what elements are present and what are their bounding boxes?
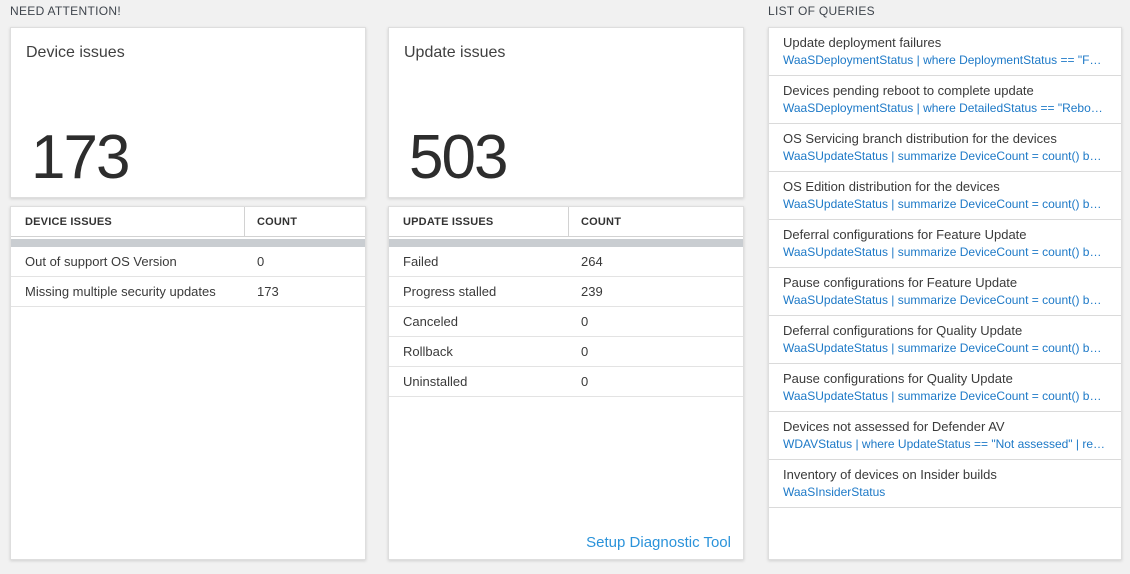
query-code: WDAVStatus | where UpdateStatus == "Not … (783, 437, 1107, 451)
horizontal-scrollbar[interactable] (11, 239, 365, 247)
device-issues-tile[interactable]: Device issues 173 (10, 27, 366, 198)
query-title: Pause configurations for Quality Update (783, 371, 1013, 386)
count-column-header: COUNT (257, 215, 298, 228)
issue-count: 239 (581, 284, 603, 299)
query-title: OS Servicing branch distribution for the… (783, 131, 1057, 146)
query-title: Devices pending reboot to complete updat… (783, 83, 1034, 98)
query-title: Inventory of devices on Insider builds (783, 467, 997, 482)
issue-label: Canceled (403, 314, 458, 329)
query-item[interactable]: Pause configurations for Quality Update … (769, 364, 1121, 412)
issue-count: 0 (581, 374, 589, 389)
query-title: Update deployment failures (783, 35, 942, 50)
device-issues-total: 173 (31, 123, 130, 192)
need-attention-heading: NEED ATTENTION! (10, 4, 121, 18)
query-code: WaaSDeploymentStatus | where DeploymentS… (783, 53, 1107, 67)
issue-count: 0 (257, 254, 265, 269)
issue-count: 173 (257, 284, 279, 299)
device-issues-table-header: DEVICE ISSUES COUNT (11, 207, 365, 237)
query-code: WaaSUpdateStatus | summarize DeviceCount… (783, 245, 1107, 259)
query-item[interactable]: Update deployment failures WaaSDeploymen… (769, 28, 1121, 76)
query-title: Deferral configurations for Quality Upda… (783, 323, 1023, 338)
query-item[interactable]: Devices pending reboot to complete updat… (769, 76, 1121, 124)
query-title: Deferral configurations for Feature Upda… (783, 227, 1027, 242)
table-row[interactable]: Uninstalled 0 (389, 367, 743, 397)
update-issues-column-header: UPDATE ISSUES (403, 215, 494, 228)
query-item[interactable]: Deferral configurations for Quality Upda… (769, 316, 1121, 364)
issue-label: Rollback (403, 344, 453, 359)
update-issues-title: Update issues (404, 44, 506, 61)
issue-count: 264 (581, 254, 603, 269)
issue-label: Progress stalled (403, 284, 497, 299)
query-code: WaaSDeploymentStatus | where DetailedSta… (783, 101, 1107, 115)
query-title: Pause configurations for Feature Update (783, 275, 1018, 290)
query-item[interactable]: OS Edition distribution for the devices … (769, 172, 1121, 220)
setup-diagnostic-tool-link[interactable]: Setup Diagnostic Tool (586, 534, 731, 551)
issue-count: 0 (581, 314, 589, 329)
issue-label: Out of support OS Version (25, 254, 177, 269)
query-item[interactable]: Pause configurations for Feature Update … (769, 268, 1121, 316)
query-code: WaaSInsiderStatus (783, 485, 886, 499)
query-code: WaaSUpdateStatus | summarize DeviceCount… (783, 197, 1107, 211)
list-of-queries-panel: Update deployment failures WaaSDeploymen… (768, 27, 1122, 560)
query-item[interactable]: Inventory of devices on Insider builds W… (769, 460, 1121, 508)
table-row[interactable]: Progress stalled 239 (389, 277, 743, 307)
issue-label: Failed (403, 254, 439, 269)
query-item[interactable]: Devices not assessed for Defender AV WDA… (769, 412, 1121, 460)
list-of-queries-heading: LIST OF QUERIES (768, 4, 875, 18)
query-code: WaaSUpdateStatus | summarize DeviceCount… (783, 293, 1107, 307)
issue-label: Uninstalled (403, 374, 468, 389)
device-issues-column-header: DEVICE ISSUES (25, 215, 112, 228)
query-title: OS Edition distribution for the devices (783, 179, 1000, 194)
issue-count: 0 (581, 344, 589, 359)
count-column-header: COUNT (581, 215, 622, 228)
issue-label: Missing multiple security updates (25, 284, 216, 299)
query-item[interactable]: Deferral configurations for Feature Upda… (769, 220, 1121, 268)
horizontal-scrollbar[interactable] (389, 239, 743, 247)
update-issues-table: UPDATE ISSUES COUNT Failed 264 Progress … (388, 206, 744, 560)
table-row[interactable]: Canceled 0 (389, 307, 743, 337)
update-issues-total: 503 (409, 123, 508, 192)
update-issues-table-header: UPDATE ISSUES COUNT (389, 207, 743, 237)
device-issues-table: DEVICE ISSUES COUNT Out of support OS Ve… (10, 206, 366, 560)
table-row[interactable]: Missing multiple security updates 173 (11, 277, 365, 307)
table-row[interactable]: Out of support OS Version 0 (11, 247, 365, 277)
query-item[interactable]: OS Servicing branch distribution for the… (769, 124, 1121, 172)
table-row[interactable]: Rollback 0 (389, 337, 743, 367)
query-code: WaaSUpdateStatus | summarize DeviceCount… (783, 389, 1107, 403)
device-issues-title: Device issues (26, 44, 125, 61)
query-code: WaaSUpdateStatus | summarize DeviceCount… (783, 341, 1107, 355)
query-title: Devices not assessed for Defender AV (783, 419, 1005, 434)
table-row[interactable]: Failed 264 (389, 247, 743, 277)
query-code: WaaSUpdateStatus | summarize DeviceCount… (783, 149, 1107, 163)
update-issues-tile[interactable]: Update issues 503 (388, 27, 744, 198)
